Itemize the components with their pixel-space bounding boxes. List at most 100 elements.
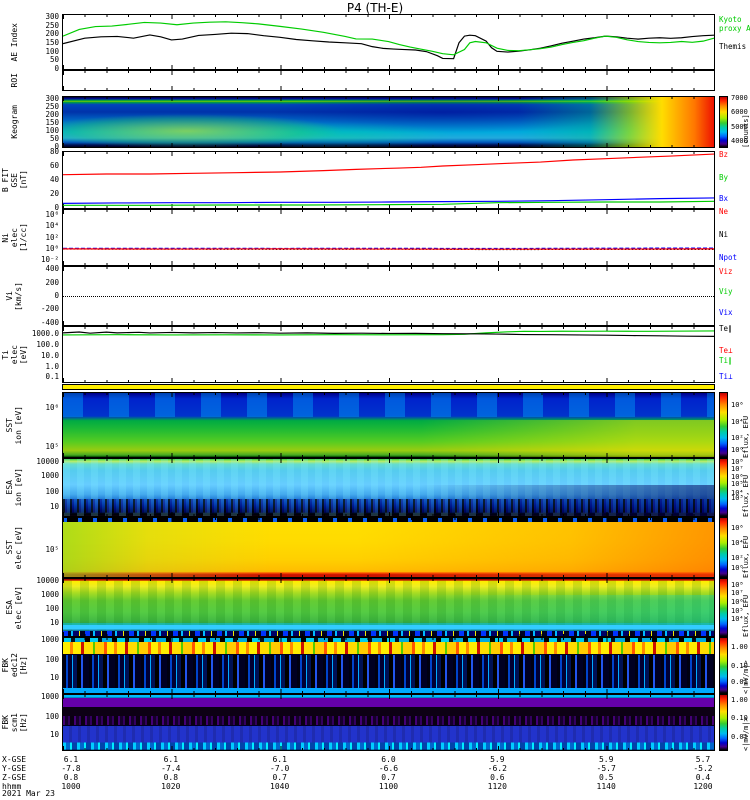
axis-value-z: 0.4 (695, 773, 711, 782)
colorbar-unit: Eflux, EFU (742, 594, 750, 637)
colorbar-ssti (719, 392, 728, 458)
colorbar-tick: 10⁶ (731, 401, 744, 410)
colorbar-fbke (719, 637, 728, 694)
legend-Vix: Vix (719, 307, 733, 317)
line-chart-ae (63, 21, 714, 60)
x-ticks-bottom (63, 65, 714, 69)
x-ticks-bottom (63, 746, 714, 750)
axis-value-z: 0.6 (490, 773, 505, 782)
axis-row-label-Z-GSE: Z-GSE (2, 773, 27, 782)
axis-value-y: -7.8 (61, 764, 81, 773)
legend-Viy: Viy (719, 286, 733, 296)
colorbar-tick: 10⁷ (731, 465, 744, 474)
ytick-label: 10² (45, 232, 59, 242)
ytick-label: 1000 (40, 589, 59, 599)
colorbar-unit: Eflux, EFU (742, 535, 750, 578)
x-ticks-top (63, 695, 714, 699)
axis-value-hhmm: 1100 (378, 782, 399, 791)
legend-By: By (719, 173, 729, 183)
axis-value-z: 0.5 (598, 773, 614, 782)
axis-value-x: 6.1 (163, 755, 179, 764)
x-ticks-bottom (63, 378, 714, 382)
colorbar-tick: 4000 (731, 137, 748, 146)
colorbar-tick: 10⁸ (731, 581, 744, 590)
legend-Te⊥: Te⊥ (719, 346, 733, 356)
ytick-label: 10 (49, 730, 59, 739)
x-ticks-bottom (63, 143, 714, 147)
axis-value-y: -5.2 (693, 764, 713, 773)
panel-esae (62, 578, 715, 637)
colorbar-tick: 1.00 (731, 643, 748, 652)
axis-row-label-X-GSE: X-GSE (2, 755, 27, 764)
ytick-label: 100 (45, 603, 59, 613)
ytick-label: -200 (40, 304, 59, 314)
series-Bz (63, 153, 714, 176)
colorbar-tick: 10⁶ (731, 597, 744, 606)
panel-ni (62, 209, 715, 266)
axis-row-label-hhmm: hhmm (2, 782, 22, 791)
panel-esai (62, 458, 715, 517)
colorbar-tick: 0.10 (731, 713, 748, 722)
ytick-label: 0 (54, 291, 59, 300)
colorbar-unit: [counts] (742, 114, 750, 148)
ytick-label: 10⁰ (45, 243, 59, 253)
axis-value-x: 6.1 (63, 755, 79, 764)
ytick-label: 10⁶ (45, 402, 59, 412)
colorbar-tick: 10³ (731, 494, 744, 503)
x-ticks-bottom (63, 321, 714, 325)
colorbar-tick: 1.00 (731, 695, 748, 704)
ytick-label: 250 (45, 101, 59, 111)
ytick-label: 10 (49, 673, 59, 682)
x-ticks-top (63, 518, 714, 522)
colorbar-sste (719, 517, 728, 578)
ytick-label: 100 (45, 125, 59, 135)
legend-Ne: Ne (719, 206, 729, 216)
ytick-label: 400 (45, 264, 59, 274)
legend-proxy AE: proxy AE (719, 24, 750, 34)
panel-sste (62, 517, 715, 578)
colorbar-tick: 10⁰ (731, 446, 744, 455)
x-ticks-top (63, 393, 714, 397)
ytick-label: 80 (49, 147, 59, 157)
colorbar-fbks (719, 694, 728, 751)
panel-vi (62, 266, 715, 326)
legend-Ti∥: Ti∥ (719, 356, 732, 366)
axis-value-y: -5.7 (596, 764, 616, 773)
x-ticks-bottom (63, 86, 714, 90)
ytick-label: 50 (49, 133, 59, 143)
ytick-label: 300 (45, 11, 59, 21)
x-ticks-bottom (63, 261, 714, 265)
colorbar-unit: Eflux, EFU (742, 474, 750, 517)
colorbar-unit: <|mV/m|> (742, 717, 750, 751)
x-ticks-top (63, 638, 714, 642)
x-ticks-bottom (63, 512, 714, 516)
panel-fbke (62, 637, 715, 694)
ytick-label: 1000.0 (31, 329, 59, 338)
ytick-label: 1000 (40, 471, 59, 481)
x-ticks-bottom (63, 689, 714, 693)
ytick-label: 1.0 (45, 361, 59, 371)
ytick-label: 200 (45, 29, 59, 39)
ytick-label: 10000 (36, 457, 59, 467)
panel-roibar (62, 384, 715, 390)
page-title: P4 (TH-E) (346, 1, 404, 15)
ytick-label: 60 (49, 161, 59, 171)
axis-value-hhmm: 1000 (61, 782, 81, 791)
ytick-label: 100 (45, 487, 59, 497)
date-label: 2021 Mar 23 (2, 789, 55, 798)
panel-ae (62, 14, 715, 70)
ytick-label: 10⁶ (45, 209, 59, 219)
ytick-label: 20 (49, 188, 59, 198)
ytick-label: 250 (45, 20, 59, 30)
colorbar-tick: 10⁴ (731, 539, 744, 548)
legend-Bx: Bx (719, 194, 729, 204)
colorbar-tick: 10⁶ (731, 472, 744, 481)
colorbar-keogram (719, 96, 728, 148)
ytick-label: 150 (45, 117, 59, 127)
axis-value-hhmm: 1120 (487, 782, 507, 791)
panel-ssti (62, 392, 715, 458)
ytick-label: 150 (45, 37, 59, 47)
axis-value-z: 0.7 (272, 773, 287, 782)
ytick-label: 10000 (36, 576, 59, 585)
